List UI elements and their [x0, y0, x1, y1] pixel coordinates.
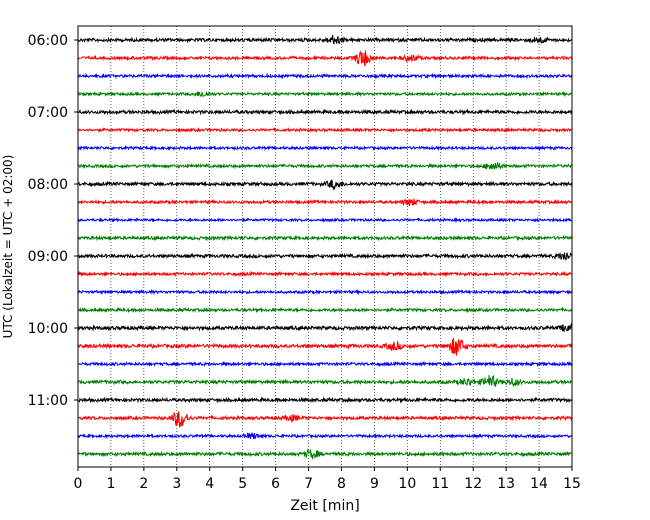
seismogram-trace	[77, 198, 573, 207]
y-axis-ticks: 06:00 07:00 08:00 09:00 10:00 11:00	[28, 33, 78, 409]
x-tick-label: 8	[337, 476, 346, 492]
x-tick-label: 10	[398, 476, 416, 492]
x-tick-label: 15	[563, 476, 581, 492]
x-tick-label: 2	[139, 476, 148, 492]
seismogram-trace	[77, 323, 573, 333]
seismogram-trace	[77, 72, 573, 80]
x-axis-ticks: 0 1 2 3 4 5 6 7 8 9 10 11 12 13 14 15	[74, 467, 581, 492]
seismogram-trace	[77, 432, 573, 440]
x-tick-label: 0	[74, 476, 83, 492]
seismogram-trace	[77, 90, 573, 98]
x-tick-label: 1	[106, 476, 115, 492]
seismogram-trace	[77, 288, 573, 296]
seismogram-trace	[77, 270, 573, 278]
x-tick-label: 9	[370, 476, 379, 492]
x-tick-label: 13	[497, 476, 515, 492]
seismogram-trace	[77, 411, 573, 428]
seismogram-trace	[77, 144, 573, 152]
seismogram-trace	[77, 396, 573, 404]
y-tick-label: 11:00	[28, 393, 68, 409]
seismogram-trace	[77, 374, 573, 388]
x-tick-label: 6	[271, 476, 280, 492]
y-tick-label: 08:00	[28, 177, 68, 193]
seismogram-trace	[77, 162, 573, 170]
y-tick-label: 09:00	[28, 249, 68, 265]
seismogram-trace	[77, 306, 573, 314]
seismogram-trace	[77, 216, 573, 223]
x-tick-label: 7	[304, 476, 313, 492]
x-axis-label: Zeit [min]	[290, 498, 359, 514]
seismogram-trace	[77, 448, 573, 460]
seismogram-trace	[77, 360, 573, 368]
seismogram-trace	[77, 337, 573, 356]
y-tick-label: 06:00	[28, 33, 68, 49]
seismogram-trace	[77, 108, 573, 116]
x-tick-label: 12	[464, 476, 482, 492]
seismogram-trace	[77, 251, 573, 261]
seismogram-trace	[77, 35, 573, 45]
seismogram-traces	[77, 35, 573, 460]
x-tick-label: 4	[205, 476, 214, 492]
y-tick-label: 10:00	[28, 321, 68, 337]
plot-area-frame	[77, 25, 573, 468]
x-tick-label: 3	[172, 476, 181, 492]
seismogram-trace	[77, 126, 573, 134]
y-tick-label: 07:00	[28, 105, 68, 121]
seismogram-trace	[77, 234, 573, 242]
seismogram-trace	[77, 179, 573, 191]
seismogram-trace	[77, 50, 573, 67]
x-tick-label: 11	[431, 476, 449, 492]
x-tick-label: 5	[238, 476, 247, 492]
x-tick-label: 14	[530, 476, 548, 492]
y-axis-label: UTC (Lokalzeit = UTC + 02:00)	[1, 155, 15, 339]
